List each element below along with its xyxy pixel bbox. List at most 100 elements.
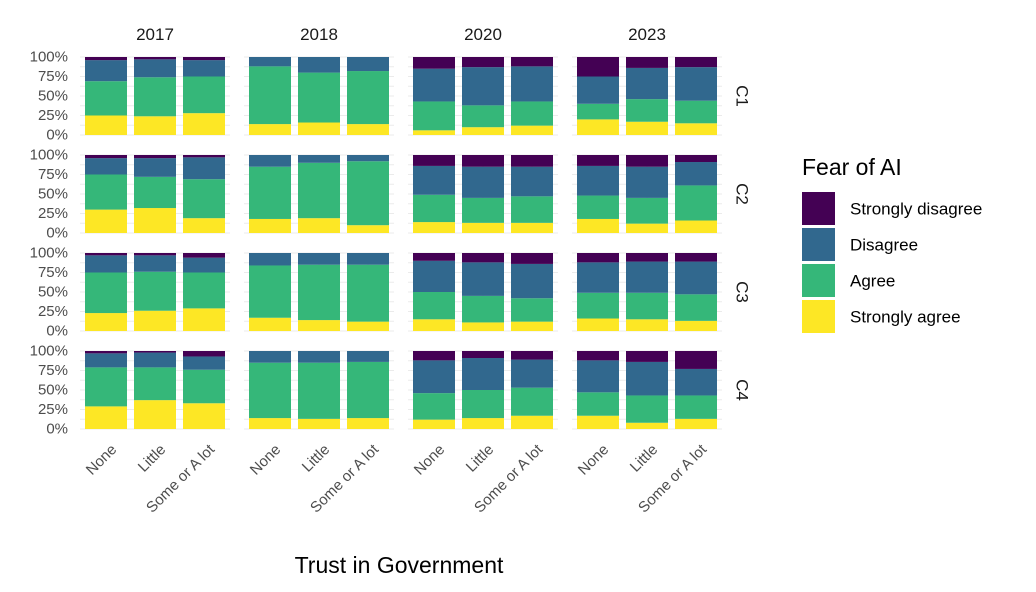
- bar-segment: [675, 100, 717, 124]
- bar-segment: [511, 196, 553, 223]
- bar-segment: [298, 418, 340, 429]
- x-tick-label: Little: [299, 441, 333, 475]
- bar-segment: [626, 319, 668, 331]
- bar-segment: [134, 352, 176, 368]
- bar-segment: [85, 367, 127, 407]
- bar-segment: [675, 294, 717, 321]
- bar-segment: [511, 415, 553, 429]
- bar-segment: [249, 317, 291, 331]
- bar-segment: [249, 124, 291, 135]
- bar-segment: [85, 406, 127, 429]
- bar-segment: [347, 361, 389, 419]
- facet-column-title: 2018: [300, 25, 338, 44]
- bar-segment: [675, 418, 717, 429]
- bar-segment: [675, 395, 717, 419]
- bar-segment: [347, 351, 389, 362]
- bar-segment: [675, 67, 717, 101]
- bar-segment: [298, 72, 340, 123]
- bar-segment: [249, 66, 291, 125]
- bar-segment: [85, 253, 127, 256]
- bar-segment: [134, 351, 176, 353]
- bar-segment: [626, 261, 668, 293]
- y-tick-label: 0%: [46, 127, 68, 144]
- bar-segment: [413, 155, 455, 166]
- y-tick-label: 0%: [46, 225, 68, 242]
- legend-swatch: [802, 264, 835, 297]
- bar-segment: [134, 253, 176, 256]
- bar-segment: [347, 161, 389, 226]
- legend: Fear of AI Strongly disagree Disagree Agre…: [802, 154, 982, 333]
- bar-segment: [347, 71, 389, 125]
- bar-segment: [511, 321, 553, 331]
- bar-segment: [626, 57, 668, 68]
- y-tick-label: 100%: [30, 147, 68, 164]
- bar-segment: [462, 166, 504, 198]
- bar-segment: [462, 253, 504, 263]
- y-tick-label: 0%: [46, 323, 68, 340]
- bar-segment: [675, 253, 717, 262]
- bar-segment: [511, 222, 553, 233]
- bar-segment: [183, 351, 225, 357]
- bar-segment: [85, 57, 127, 61]
- bar-segment: [134, 57, 176, 60]
- bar-segment: [134, 367, 176, 401]
- y-tick-label: 100%: [30, 49, 68, 66]
- bar-segment: [675, 57, 717, 68]
- bar-segment: [413, 319, 455, 331]
- bar-segment: [626, 422, 668, 429]
- bar-segment: [626, 197, 668, 224]
- bar-segment: [183, 257, 225, 273]
- bar-segment: [413, 393, 455, 420]
- facet-row-title: C2: [733, 183, 752, 205]
- bar-segment: [85, 353, 127, 368]
- bar-segment: [626, 166, 668, 198]
- bar-segment: [183, 308, 225, 331]
- bar-segment: [134, 158, 176, 177]
- bar-segment: [298, 57, 340, 73]
- bar-segment: [462, 127, 504, 135]
- bar-segment: [413, 260, 455, 292]
- x-tick-label: None: [83, 441, 120, 478]
- bar-segment: [298, 264, 340, 321]
- bar-segment: [249, 218, 291, 233]
- y-tick-label: 75%: [38, 362, 68, 379]
- legend-swatch: [802, 228, 835, 261]
- bar-segment: [85, 158, 127, 175]
- facet-column-title: 2017: [136, 25, 174, 44]
- bar-segment: [511, 166, 553, 197]
- bar-segment: [511, 253, 553, 264]
- y-tick-label: 25%: [38, 401, 68, 418]
- bar-segment: [413, 68, 455, 102]
- facet-panel: [572, 154, 722, 234]
- bar-segment: [183, 60, 225, 77]
- bar-segment: [577, 318, 619, 331]
- bar-segment: [413, 253, 455, 261]
- bar-segment: [347, 124, 389, 135]
- facet-panel: [80, 252, 230, 332]
- bar-segment: [577, 165, 619, 196]
- bar-segment: [462, 57, 504, 68]
- bar-segment: [675, 123, 717, 135]
- bar-segment: [183, 57, 225, 61]
- bar-segment: [413, 419, 455, 429]
- facet-panel: [80, 154, 230, 234]
- bar-segment: [462, 67, 504, 106]
- bar-segment: [183, 155, 225, 158]
- bar-segment: [298, 362, 340, 419]
- bar-segment: [577, 76, 619, 104]
- bar-segment: [577, 57, 619, 77]
- bar-segment: [577, 415, 619, 429]
- bar-segment: [298, 155, 340, 163]
- bar-segment: [134, 255, 176, 272]
- bar-segment: [511, 351, 553, 360]
- bar-segment: [577, 360, 619, 393]
- bar-segment: [626, 121, 668, 135]
- facet-row-title: C1: [733, 85, 752, 107]
- bar-segment: [413, 360, 455, 394]
- bar-segment: [183, 179, 225, 219]
- facet-panel: [408, 350, 558, 430]
- bar-segment: [134, 176, 176, 209]
- bar-segment: [462, 295, 504, 323]
- y-tick-label: 50%: [38, 186, 68, 203]
